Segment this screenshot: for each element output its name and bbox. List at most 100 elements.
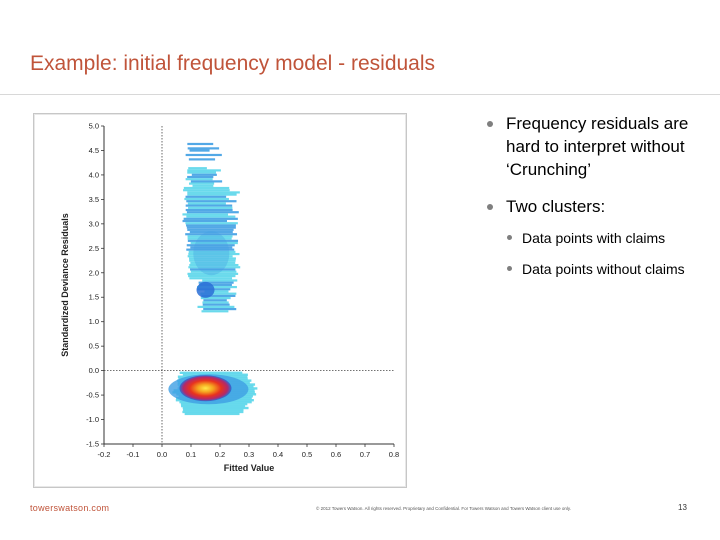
heat-streak [192, 184, 214, 187]
plot-svg: 5.0 4.5 4.0 3.5 3.0 2.5 2.0 1.5 1.0 0.5 0.0 -0.5 -1.… [60, 122, 399, 474]
heat-streak [187, 272, 239, 275]
heat-streak [188, 167, 207, 170]
heat-streak [183, 408, 244, 412]
y-tick-label: 3.0 [89, 219, 99, 228]
heat-streak [185, 208, 233, 212]
x-axis-label: Fitted Value [224, 463, 275, 473]
heat-streak [186, 226, 236, 229]
heat-streak [187, 142, 214, 146]
sub-bullet-item: Data points without claims [484, 259, 709, 280]
bullet-dot-icon [487, 121, 493, 127]
heat-streak [188, 266, 241, 269]
y-tick-label: 3.5 [89, 195, 99, 204]
residual-plot: 5.0 4.5 4.0 3.5 3.0 2.5 2.0 1.5 1.0 0.5 0.0 -0.5 -1.… [33, 113, 407, 488]
x-tick-label: -0.1 [127, 450, 140, 459]
heat-streak [188, 250, 236, 253]
heat-streak [187, 191, 240, 194]
axes: 5.0 4.5 4.0 3.5 3.0 2.5 2.0 1.5 1.0 0.5 0.0 -0.5 -1.… [86, 122, 399, 460]
bullet-text: Frequency residuals are hard to interpre… [506, 114, 689, 179]
sub-bullet-dot-icon [507, 266, 512, 271]
x-tick-label: 0.1 [186, 450, 196, 459]
heat-streak [190, 261, 236, 264]
heat-streak [202, 303, 230, 306]
heat-streak [185, 178, 213, 181]
heat-streak [191, 173, 217, 176]
dense-region-mark [193, 231, 230, 276]
heat-streak [201, 294, 236, 297]
heat-streak [188, 274, 236, 278]
heat-streak [182, 406, 249, 410]
title-divider [0, 94, 720, 95]
heat-streak [187, 169, 221, 172]
heat-streak [203, 307, 237, 311]
x-tick-label: 0.0 [157, 450, 167, 459]
y-tick-label: 1.0 [89, 317, 99, 326]
heat-streak [189, 277, 233, 280]
heat-streak [187, 228, 234, 231]
y-tick-label: 4.5 [89, 146, 99, 155]
heat-streak [190, 241, 238, 245]
x-tick-label: 0.7 [360, 450, 370, 459]
heat-streak [182, 213, 229, 216]
y-tick-label: 1.5 [89, 293, 99, 302]
heat-streak [189, 259, 236, 262]
y-tick-label: 2.0 [89, 268, 99, 277]
heat-streak [188, 206, 233, 209]
heat-streak [187, 193, 237, 196]
heat-streak [184, 412, 240, 416]
heat-streak [200, 292, 237, 295]
heat-streak [189, 263, 239, 267]
heat-streak [187, 175, 214, 179]
heat-streak [179, 371, 243, 374]
y-tick-label: 0.0 [89, 366, 99, 375]
heat-streak [187, 147, 220, 150]
heat-streak [181, 404, 246, 408]
heat-streak [186, 248, 235, 251]
heat-streak [197, 285, 237, 289]
heat-streak [187, 237, 232, 240]
heat-streak [204, 290, 229, 293]
heat-streak [183, 186, 230, 190]
x-tick-label: 0.8 [389, 450, 399, 459]
heat-streak [183, 189, 230, 192]
slide-title: Example: initial frequency model - resid… [30, 52, 436, 75]
heat-streak [186, 211, 239, 214]
y-tick-label: 5.0 [89, 122, 99, 131]
heat-streak [186, 215, 236, 218]
heat-streak [201, 310, 229, 313]
heat-streak [203, 299, 227, 302]
bullet-item: Frequency residuals are hard to interpre… [484, 112, 709, 181]
heat-streak [186, 200, 237, 203]
heat-streak [185, 153, 222, 157]
heat-streak [187, 202, 226, 205]
y-tick-label: 2.5 [89, 244, 99, 253]
heat-streak [185, 222, 238, 225]
heat-streak [185, 233, 238, 236]
heat-streak [189, 149, 210, 152]
x-tick-label: 0.4 [273, 450, 283, 459]
heat-streak [182, 410, 244, 414]
heat-streak [189, 182, 215, 185]
heat-streak [186, 244, 235, 247]
heat-streak [190, 246, 233, 249]
heat-streak [180, 402, 248, 406]
dense-region-mark [196, 281, 215, 298]
y-tick-label: 4.0 [89, 170, 99, 179]
heat-streak [182, 219, 227, 223]
footer-website: towerswatson.com [30, 503, 110, 513]
x-tick-label: 0.2 [215, 450, 225, 459]
hot-spot-mark [179, 375, 232, 402]
heat-streak [198, 281, 234, 284]
heat-streak [199, 283, 232, 286]
heat-streak [200, 296, 231, 300]
y-tick-label: 0.5 [89, 342, 99, 351]
cluster-without-claims [168, 371, 258, 416]
page-number: 13 [678, 503, 687, 512]
bullet-list: Frequency residuals are hard to interpre… [484, 112, 709, 290]
heat-streak [187, 171, 216, 174]
bullet-text: Two clusters: [506, 197, 606, 216]
heat-streak [184, 197, 229, 201]
sub-bullet-text: Data points with claims [522, 230, 666, 246]
y-tick-label: -1.0 [86, 415, 99, 424]
y-axis-label: Standardized Deviance Residuals [60, 213, 70, 357]
